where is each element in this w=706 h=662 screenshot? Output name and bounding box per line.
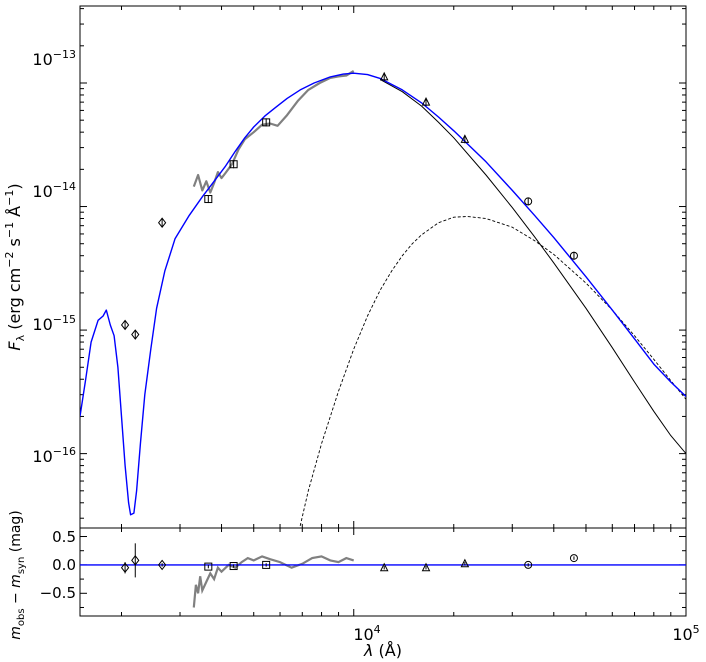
residual-point-triangle [379,562,389,572]
res-y-tick-label-0.5: 0.5 [52,528,76,546]
residual-point-circle [569,554,578,563]
residual-point-diamond [157,559,167,571]
res-y-tick-label-0.0: 0.0 [52,556,76,574]
residual-point-circle [524,560,533,569]
residual-point-square [204,562,213,571]
photometry-point-diamond [131,329,140,340]
residual-series-group [80,555,686,608]
photometry-point-square [229,160,238,169]
residual-point-triangle [421,562,431,572]
residual-axis-ticks [80,528,687,616]
residual-point-square [229,562,238,571]
cool-component-curve [299,216,686,527]
y-tick-label-1e-15: 10−15 [32,313,76,334]
x-tick-label-1e4: 104 [353,623,380,644]
x-axis-label: λ (Å) [363,641,402,660]
sed-axis-ticks [80,6,687,528]
sed-y-axis-label: Fλ (erg cm−2 s−1 Å−1) [3,183,27,350]
photometry-point-diamond [120,319,130,331]
total-model-curve [80,72,686,516]
x-tick-labels: 104 105 [353,623,699,644]
residual-y-axis-label: mobs − msyn (mag) [8,510,27,640]
residual-point-triangle [460,558,470,568]
photometry-point-square [204,195,213,204]
photometry-point-triangle [460,134,470,143]
residual-points-group [120,543,578,578]
sed-y-tick-labels: 10−13 10−14 10−15 10−16 [32,48,76,466]
photometry-point-circle [524,197,533,206]
residual-panel: 0.5 0.0 −0.5 104 105 λ (Å) mobs − msyn (… [8,510,700,660]
x-tick-label-1e5: 105 [672,623,699,644]
residual-y-tick-labels: 0.5 0.0 −0.5 [40,528,76,602]
photometry-point-triangle [379,71,389,81]
sed-series-group [80,70,686,527]
residual-point-diamond [120,562,130,574]
photometry-point-square [262,118,271,127]
sed-photometry-group [120,71,578,340]
photometry-point-diamond [157,217,167,229]
photometry-point-triangle [421,97,431,106]
photometry-point-circle [569,251,578,260]
y-tick-label-1e-13: 10−13 [32,48,76,69]
residual-plot-frame [79,527,687,617]
y-tick-label-1e-16: 10−16 [32,445,76,466]
residual-point-square [262,560,271,569]
y-tick-label-1e-14: 10−14 [32,180,76,201]
residual-point-diamond [131,555,140,566]
observed-spectrum [192,70,355,194]
sed-plot-frame [79,5,687,529]
res-y-tick-label-neg0.5: −0.5 [40,584,76,602]
sed-panel: 10−13 10−14 10−15 10−16 Fλ (erg cm−2 s−1… [3,5,687,529]
residual-spectrum [192,555,355,608]
hot-component-curve [379,78,686,454]
